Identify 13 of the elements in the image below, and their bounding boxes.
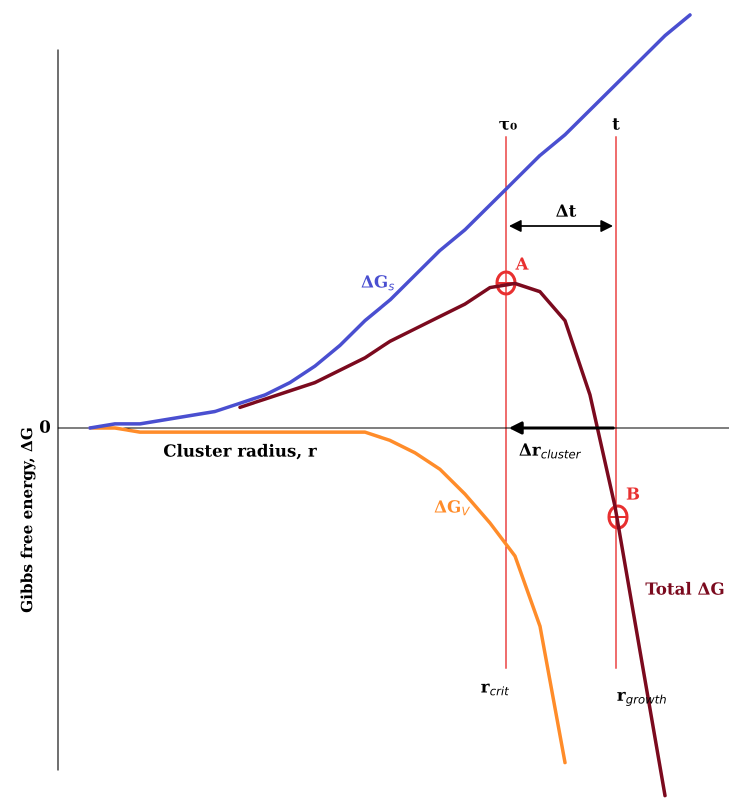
annotation: r$_{crit}$ <box>481 684 510 696</box>
series-label: Total ΔG <box>645 582 724 595</box>
annotation: t <box>612 118 620 130</box>
y-axis-title: Gibbs free energy, ΔG <box>20 428 36 612</box>
annotation: B <box>626 487 640 500</box>
x-axis-title: Cluster radius, r <box>164 444 317 460</box>
annotation: A <box>515 257 529 270</box>
annotation: τ₀ <box>499 120 517 130</box>
series-label: ΔG$_{s}$ <box>361 275 394 290</box>
annotation: Δr$_{cluster}$ <box>519 443 582 458</box>
annotation: Δt <box>556 204 576 217</box>
series-label: ΔG$_{V}$ <box>434 500 470 516</box>
text: 0 <box>40 420 50 433</box>
